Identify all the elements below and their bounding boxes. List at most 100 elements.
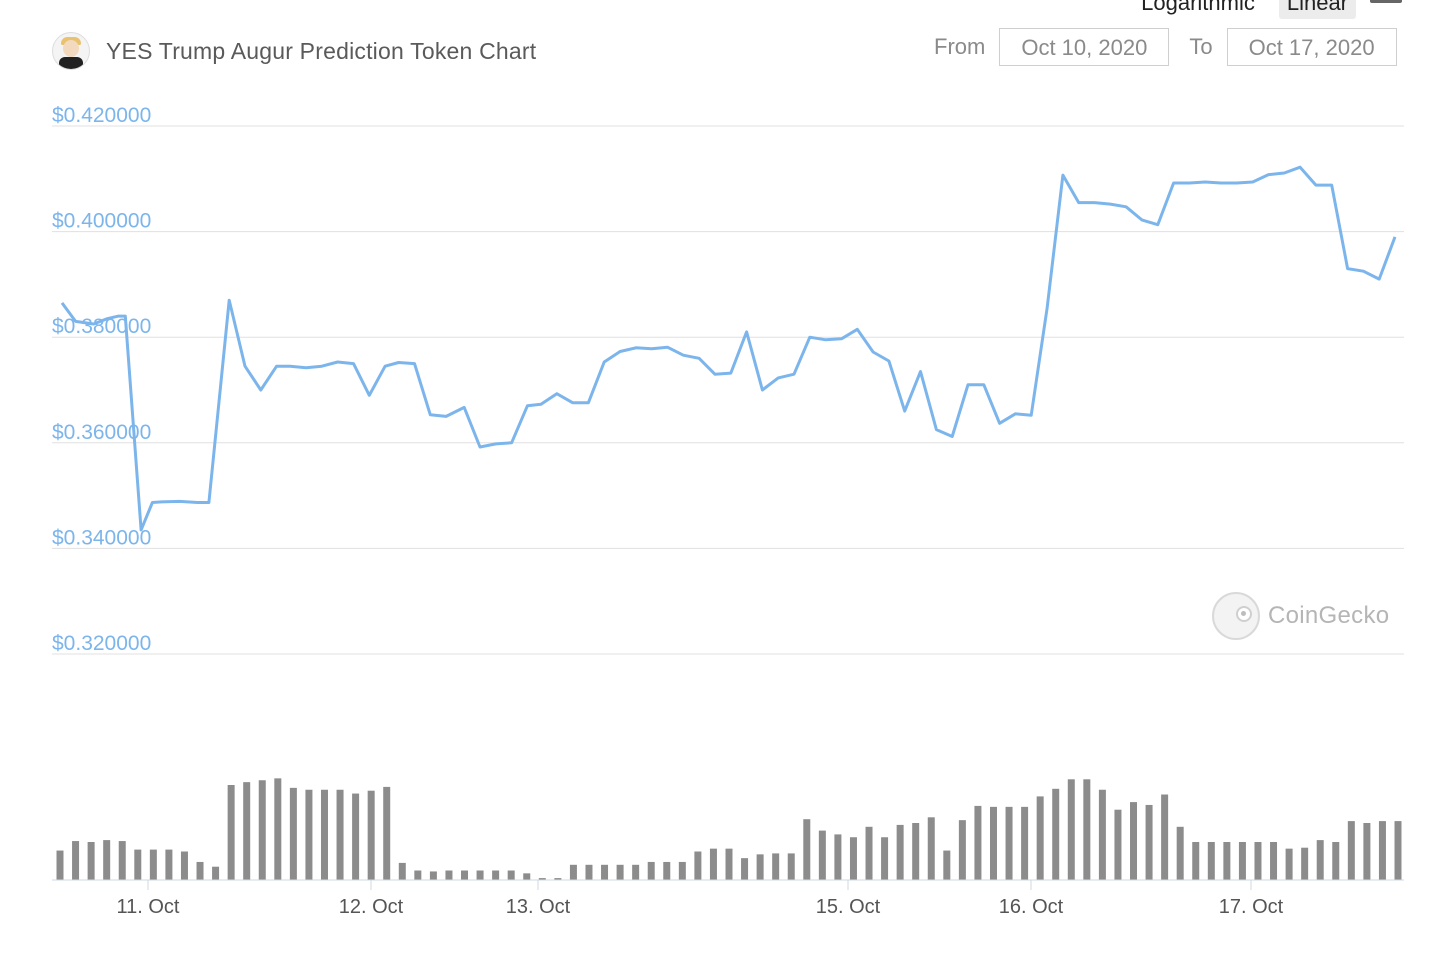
volume-bar [554, 878, 562, 880]
volume-bar [834, 834, 842, 880]
volume-bar [165, 849, 173, 880]
scale-toggle: Logarithmic Linear [1133, 0, 1356, 19]
y-tick-label: $0.320000 [52, 632, 151, 655]
volume-bar [523, 873, 531, 880]
volume-bar [912, 823, 920, 880]
volume-bar [1223, 842, 1231, 880]
volume-bar [492, 870, 500, 880]
volume-bar [149, 849, 157, 880]
volume-bar [1301, 847, 1309, 880]
volume-bar [352, 793, 360, 880]
volume-bar [958, 820, 966, 880]
price-line [60, 165, 1397, 532]
volume-bar [1145, 804, 1153, 880]
volume-bar [943, 850, 951, 880]
price-series [60, 165, 1397, 532]
date-range: From Oct 10, 2020 To Oct 17, 2020 [934, 28, 1397, 66]
chart-menu-icon[interactable] [1370, 0, 1402, 3]
volume-bar [756, 854, 764, 880]
volume-bar [1332, 842, 1340, 880]
x-tick-label: 13. Oct [506, 896, 571, 918]
volume-bar [1130, 802, 1138, 880]
volume-bar [398, 862, 406, 880]
volume-bar [678, 861, 686, 880]
token-logo-icon [52, 32, 90, 70]
volume-bar [1114, 809, 1122, 880]
volume-bar [772, 853, 780, 880]
volume-bar [196, 861, 204, 880]
volume-bar [429, 871, 437, 880]
volume-bar [134, 849, 142, 880]
volume-bar [601, 864, 609, 880]
volume-bar [1192, 842, 1200, 880]
volume-bar [741, 858, 749, 880]
grid [52, 125, 1404, 655]
to-label: To [1189, 34, 1213, 59]
volume-bar [1052, 788, 1060, 880]
from-date-input[interactable]: Oct 10, 2020 [999, 28, 1170, 66]
volume-bar [1394, 821, 1402, 880]
volume-bar [445, 870, 453, 880]
volume-bar [243, 782, 251, 880]
volume-bar [896, 824, 904, 880]
volume-bar [258, 780, 266, 880]
volume-bar [818, 830, 826, 880]
x-tick-label: 12. Oct [339, 896, 404, 918]
volume-bar [585, 864, 593, 880]
volume-bar [1067, 779, 1075, 880]
volume-bar [663, 861, 671, 880]
volume-bar [569, 864, 577, 880]
volume-bar [103, 840, 111, 880]
y-tick-label: $0.380000 [52, 315, 151, 338]
volume-bar [180, 851, 188, 880]
volume-bar [1347, 821, 1355, 880]
volume-bar [865, 826, 873, 880]
volume-bar [320, 789, 328, 880]
x-tick-label: 15. Oct [816, 896, 881, 918]
volume-bar [1270, 842, 1278, 880]
volume-bar [709, 848, 717, 880]
chart-header: YES Trump Augur Prediction Token Chart [52, 32, 536, 70]
volume-bar [1363, 823, 1371, 880]
volume-bar [274, 778, 282, 880]
volume-bar [694, 851, 702, 880]
gecko-logo-icon [1212, 592, 1260, 640]
volume-bar [289, 787, 297, 880]
volume-bar [1176, 826, 1184, 880]
volume-bar [1285, 848, 1293, 880]
volume-bar [538, 878, 546, 880]
volume-bar [461, 870, 469, 880]
x-axis: 11. Oct 12. Oct 13. Oct 15. Oct 16. Oct 17. O… [52, 879, 1404, 918]
volume-bar [476, 870, 484, 880]
x-tick-label: 11. Oct [117, 896, 180, 918]
volume-bar [849, 837, 857, 880]
volume-bar [881, 837, 889, 880]
logarithmic-scale-button[interactable]: Logarithmic [1141, 0, 1255, 15]
volume-bar [1036, 796, 1044, 880]
volume-bar [616, 864, 624, 880]
volume-bar [72, 841, 80, 880]
volume-bar [56, 850, 64, 880]
volume-bar [336, 789, 344, 880]
y-tick-label: $0.400000 [52, 210, 151, 233]
volume-bar [1254, 842, 1262, 880]
y-axis-labels: $0.420000 $0.400000 $0.380000 $0.360000 $0.3… [52, 104, 151, 655]
x-tick-label: 17. Oct [1219, 896, 1284, 918]
volume-bar [367, 790, 375, 880]
volume-bar [1021, 806, 1029, 880]
volume-bar [1083, 779, 1091, 880]
volume-bar [305, 789, 313, 880]
volume-bar [87, 842, 95, 880]
y-tick-label: $0.360000 [52, 421, 151, 444]
y-tick-label: $0.340000 [52, 526, 151, 549]
to-date-input[interactable]: Oct 17, 2020 [1226, 28, 1397, 66]
volume-bar [383, 786, 391, 880]
volume-bar [647, 861, 655, 880]
volume-bar [1005, 806, 1013, 880]
volume-bar [1316, 840, 1324, 880]
volume-bar [227, 785, 235, 880]
volume-bar [989, 806, 997, 880]
linear-scale-button[interactable]: Linear [1278, 0, 1356, 19]
x-tick-label: 16. Oct [999, 896, 1064, 918]
